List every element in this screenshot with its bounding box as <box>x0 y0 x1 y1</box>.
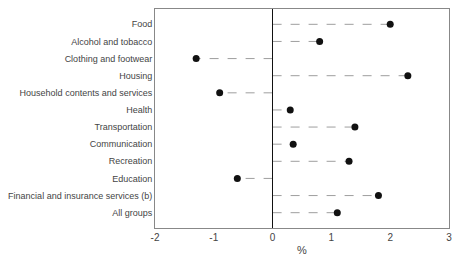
svg-text:Clothing and footwear: Clothing and footwear <box>65 54 153 64</box>
svg-text:Communication: Communication <box>90 139 153 149</box>
svg-text:Transportation: Transportation <box>94 122 152 132</box>
svg-text:Health: Health <box>126 105 152 115</box>
svg-text:%: % <box>297 244 307 256</box>
svg-text:2: 2 <box>387 232 393 243</box>
svg-text:Alcohol and tobacco: Alcohol and tobacco <box>71 37 152 47</box>
svg-text:-1: -1 <box>209 232 218 243</box>
svg-text:-2: -2 <box>151 232 160 243</box>
svg-text:0: 0 <box>270 232 276 243</box>
svg-text:Food: Food <box>132 19 153 29</box>
svg-text:Education: Education <box>112 174 152 184</box>
svg-text:Housing: Housing <box>119 71 152 81</box>
svg-text:Recreation: Recreation <box>109 156 153 166</box>
svg-text:Household contents and service: Household contents and services <box>20 88 153 98</box>
svg-text:All groups: All groups <box>112 208 153 218</box>
svg-text:Financial and insurance servic: Financial and insurance services (b) <box>8 191 152 201</box>
svg-text:3: 3 <box>446 232 452 243</box>
svg-text:1: 1 <box>329 232 335 243</box>
